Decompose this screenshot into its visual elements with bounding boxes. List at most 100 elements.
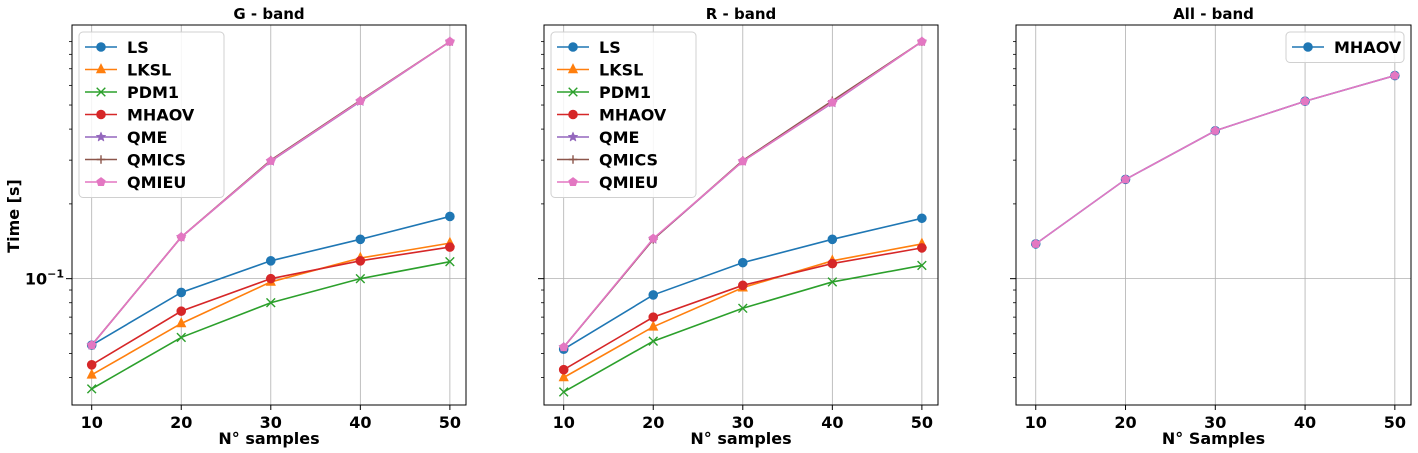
- x-tick-label: 50: [1384, 413, 1406, 432]
- data-point-overlay: [1390, 70, 1400, 80]
- data-point-lksl: [648, 320, 659, 331]
- data-point-lksl: [176, 317, 187, 328]
- data-point-qmieu: [648, 233, 658, 243]
- legend-box: [78, 31, 225, 198]
- legend-marker: [95, 63, 107, 74]
- data-point-ls: [648, 290, 659, 300]
- chart-panel-1: 10 20 30 40 50 10−1 G - band N° samples LS LKSL PD…: [25, 5, 467, 448]
- chart-title: R - band: [706, 5, 777, 23]
- legend: MHAOV: [1285, 31, 1405, 63]
- y-tick-label: 10−1: [25, 268, 64, 289]
- legend-marker: [568, 109, 578, 120]
- data-point-qmieu: [559, 342, 569, 352]
- data-point-qmieu: [827, 97, 838, 107]
- data-point-pdm1: [86, 384, 97, 394]
- data-point-lksl: [558, 371, 569, 382]
- data-point-pdm1: [737, 303, 748, 314]
- x-tick-label: 30: [732, 413, 754, 432]
- x-tick-label: 40: [821, 413, 843, 432]
- x-tick-label: 30: [1204, 413, 1226, 432]
- legend-label: QMIEU: [599, 173, 658, 192]
- legend-marker: [568, 87, 578, 97]
- x-tick-label: 40: [1294, 413, 1316, 432]
- data-point-overlay: [1031, 238, 1041, 248]
- legend-marker: [96, 177, 106, 186]
- x-axis-label: N° Samples: [1162, 429, 1265, 448]
- data-point-mhaov: [648, 312, 659, 322]
- data-point-qmieu: [917, 36, 927, 46]
- x-tick-label: 50: [911, 413, 933, 432]
- data-point-mhaov: [737, 280, 748, 291]
- legend: LS LKSL PDM1 MHAOV QME QMICS QMIEU: [78, 31, 225, 198]
- data-point-qmieu: [738, 156, 748, 166]
- data-point-pdm1: [917, 260, 927, 271]
- legend-box: [1285, 31, 1405, 63]
- data-point-qmieu: [176, 232, 186, 242]
- legend-marker: [567, 63, 579, 74]
- data-point-mhaov: [827, 258, 838, 269]
- legend-marker: [95, 131, 107, 142]
- data-point-mhaov: [265, 273, 276, 284]
- legend-marker: [568, 177, 578, 186]
- legend-label: QMICS: [127, 151, 186, 170]
- data-point-pdm1: [355, 273, 366, 284]
- legend-label: PDM1: [599, 83, 651, 102]
- legend-marker: [568, 155, 578, 164]
- data-point-ls: [355, 234, 366, 245]
- legend-label: LS: [599, 38, 621, 57]
- legend-marker: [567, 131, 579, 142]
- data-point-qmieu: [445, 36, 455, 46]
- data-point-pdm1: [265, 297, 276, 308]
- x-tick-label: 20: [642, 413, 664, 432]
- y-axis-label: Time [s]: [4, 179, 23, 253]
- data-point-ls: [265, 256, 276, 266]
- data-point-ls: [737, 257, 748, 268]
- plot-frame: [71, 24, 467, 406]
- data-point-pdm1: [827, 277, 838, 287]
- data-point-qmieu: [87, 340, 97, 350]
- data-point-pdm1: [648, 336, 659, 347]
- legend-marker: [1303, 42, 1313, 52]
- legend-marker: [96, 109, 106, 120]
- plot-frame: [1015, 24, 1412, 406]
- data-point-mhaov: [355, 256, 366, 266]
- legend-label: PDM1: [127, 83, 179, 102]
- chart-panel-3: 10 20 30 40 50 All - band N° Samples MHAOV: [1010, 5, 1412, 448]
- legend-marker: [568, 42, 578, 52]
- x-tick-label: 10: [81, 413, 103, 432]
- data-point-overlay: [1300, 96, 1310, 106]
- legend-label: MHAOV: [599, 106, 667, 125]
- legend-label: MHAOV: [1334, 38, 1402, 57]
- data-point-overlay: [1120, 174, 1131, 184]
- legend-box: [550, 31, 697, 198]
- legend-label: QME: [127, 128, 167, 147]
- data-point-ls: [917, 213, 927, 224]
- data-point-qmieu: [266, 155, 276, 165]
- data-point-qmieu: [355, 96, 366, 105]
- data-point-mhaov: [445, 242, 455, 252]
- legend-label: MHAOV: [127, 106, 195, 125]
- data-point-lksl: [86, 368, 97, 379]
- x-tick-label: 50: [439, 413, 461, 432]
- x-axis-label: N° samples: [690, 429, 791, 448]
- legend-label: LS: [127, 38, 149, 57]
- legend-label: QMICS: [599, 151, 658, 170]
- data-point-pdm1: [176, 332, 187, 343]
- x-tick-label: 40: [349, 413, 371, 432]
- legend-label: QME: [599, 128, 639, 147]
- legend-label: LKSL: [127, 61, 171, 80]
- data-point-ls: [445, 211, 455, 222]
- data-point-overlay: [1210, 125, 1220, 135]
- x-tick-label: 10: [553, 413, 575, 432]
- chart-title: All - band: [1173, 5, 1254, 23]
- chart-panel-2: 10 20 30 40 50 R - band N° samples LS LKSL PDM1 MH…: [538, 5, 939, 448]
- chart-title: G - band: [233, 5, 304, 23]
- x-tick-label: 20: [170, 413, 192, 432]
- x-tick-label: 10: [1025, 413, 1047, 432]
- data-point-pdm1: [558, 387, 569, 397]
- legend: LS LKSL PDM1 MHAOV QME QMICS QMIEU: [550, 31, 697, 198]
- data-point-pdm1: [445, 256, 455, 267]
- data-point-mhaov: [86, 359, 97, 370]
- legend-label: LKSL: [599, 61, 643, 80]
